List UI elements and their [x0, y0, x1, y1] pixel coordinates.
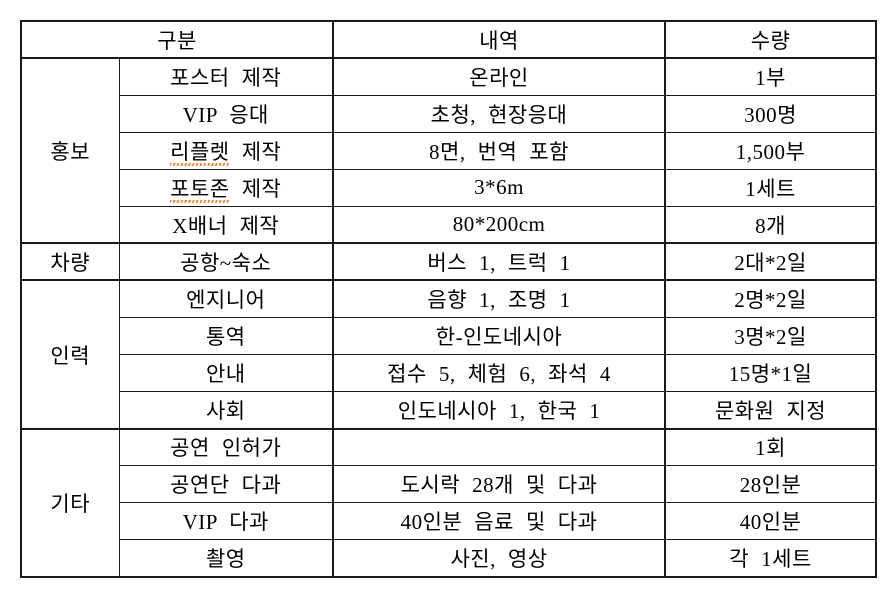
detail-cell[interactable]: 접수 5, 체험 6, 좌석 4: [332, 353, 666, 393]
table-row: VIP 다과 40인분 음료 및 다과 40인분: [21, 502, 877, 541]
detail-cell[interactable]: 온라인: [332, 56, 666, 96]
header-row: 구분 내역 수량: [20, 20, 877, 59]
item-cell[interactable]: 촬영: [118, 539, 334, 578]
detail-cell[interactable]: 80*200cm: [332, 205, 666, 244]
qty-cell[interactable]: 1세트: [664, 168, 877, 207]
qty-cell[interactable]: 문화원 지정: [664, 391, 877, 430]
detail-cell[interactable]: 음향 1, 조명 1: [332, 279, 666, 318]
table-row: 공연단 다과 도시락 28개 및 다과 28인분: [21, 465, 877, 504]
qty-cell[interactable]: 2명*2일: [664, 279, 877, 318]
detail-cell[interactable]: [332, 427, 666, 467]
qty-cell[interactable]: 각 1세트: [664, 539, 877, 578]
table-row: 안내 접수 5, 체험 6, 좌석 4 15명*1일: [21, 353, 877, 393]
item-cell[interactable]: 포토존 제작: [118, 168, 334, 207]
group-cell[interactable]: 기타: [20, 427, 120, 578]
header-cell-detail[interactable]: 내역: [332, 20, 666, 59]
group-cell[interactable]: 차량: [20, 242, 120, 281]
misspelled-word: 포토존: [170, 176, 230, 203]
detail-cell[interactable]: 버스 1, 트럭 1: [332, 242, 666, 281]
item-cell[interactable]: 엔지니어: [118, 279, 334, 318]
qty-cell[interactable]: 300명: [664, 94, 877, 133]
detail-cell[interactable]: 도시락 28개 및 다과: [332, 465, 666, 504]
detail-cell[interactable]: 사진, 영상: [332, 539, 666, 578]
qty-cell[interactable]: 40인분: [664, 502, 877, 541]
qty-cell[interactable]: 1,500부: [664, 131, 877, 170]
item-cell[interactable]: VIP 응대: [118, 94, 334, 133]
table-row: 포토존 제작 3*6m 1세트: [21, 168, 877, 207]
table-row: VIP 응대 초청, 현장응대 300명: [21, 94, 877, 133]
header-cell-category[interactable]: 구분: [20, 20, 334, 59]
table-row: 통역 한-인도네시아 3명*2일: [21, 316, 877, 356]
group-cell[interactable]: 홍보: [20, 56, 120, 244]
header-cell-qty[interactable]: 수량: [664, 20, 877, 59]
qty-cell[interactable]: 1부: [664, 56, 877, 96]
misspelled-word: 리플렛: [170, 139, 230, 166]
schedule-table: 구분 내역 수량 홍보 포스터 제작 온라인 1부 VIP 응대 초청, 현장응대 300명…: [20, 20, 878, 578]
qty-cell[interactable]: 3명*2일: [664, 316, 877, 356]
table-row: 리플렛 제작 8면, 번역 포함 1,500부: [21, 131, 877, 170]
item-cell[interactable]: X배너 제작: [118, 205, 334, 244]
detail-cell[interactable]: 초청, 현장응대: [332, 94, 666, 133]
detail-cell[interactable]: 인도네시아 1, 한국 1: [332, 391, 666, 430]
item-cell[interactable]: VIP 다과: [118, 502, 334, 541]
table-row: 인력 엔지니어 음향 1, 조명 1 2명*2일: [20, 279, 877, 430]
table-row: 촬영 사진, 영상 각 1세트: [21, 539, 877, 578]
table-row: 사회 인도네시아 1, 한국 1 문화원 지정: [21, 391, 877, 430]
table-row: 홍보 포스터 제작 온라인 1부: [20, 56, 877, 244]
item-cell[interactable]: 리플렛 제작: [118, 131, 334, 170]
table-row: 차량 공항~숙소 버스 1, 트럭 1 2대*2일: [20, 242, 877, 281]
item-cell[interactable]: 공연 인허가: [118, 427, 334, 467]
item-cell[interactable]: 사회: [118, 391, 334, 430]
detail-cell[interactable]: 40인분 음료 및 다과: [332, 502, 666, 541]
qty-cell[interactable]: 2대*2일: [664, 242, 877, 281]
detail-cell[interactable]: 3*6m: [332, 168, 666, 207]
table-row: 기타 공연 인허가 1회: [20, 427, 877, 578]
qty-cell[interactable]: 1회: [664, 427, 877, 467]
qty-cell[interactable]: 28인분: [664, 465, 877, 504]
table-row: X배너 제작 80*200cm 8개: [21, 205, 877, 244]
item-cell[interactable]: 안내: [118, 353, 334, 393]
qty-cell[interactable]: 15명*1일: [664, 353, 877, 393]
item-cell[interactable]: 공연단 다과: [118, 465, 334, 504]
table-body: 홍보 포스터 제작 온라인 1부 VIP 응대 초청, 현장응대 300명 리플렛 제작 8면,…: [20, 56, 877, 578]
item-cell[interactable]: 통역: [118, 316, 334, 356]
detail-cell[interactable]: 8면, 번역 포함: [332, 131, 666, 170]
detail-cell[interactable]: 한-인도네시아: [332, 316, 666, 356]
qty-cell[interactable]: 8개: [664, 205, 877, 244]
item-cell[interactable]: 공항~숙소: [118, 242, 334, 281]
group-cell[interactable]: 인력: [20, 279, 120, 430]
item-cell[interactable]: 포스터 제작: [118, 56, 334, 96]
